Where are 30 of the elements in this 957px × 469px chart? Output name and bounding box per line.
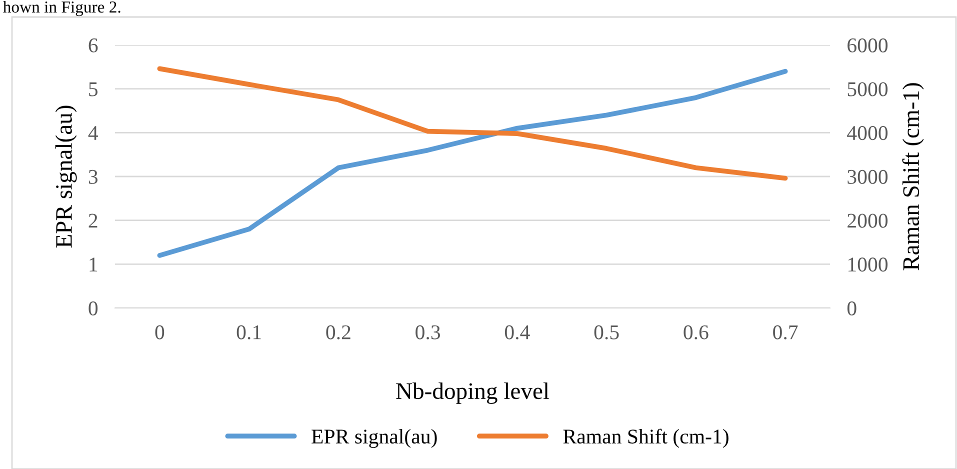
- y-tick-label: 3: [88, 170, 98, 184]
- x-axis-title: Nb-doping level: [396, 382, 550, 404]
- y-tick-label: 6: [88, 38, 98, 52]
- legend-label: EPR signal(au): [312, 428, 437, 448]
- y-axis-title: EPR signal(au): [55, 106, 77, 248]
- y2-tick-label: 1000: [848, 258, 888, 272]
- y-tick-label: 1: [90, 258, 98, 272]
- y2-tick-label: 4000: [847, 126, 888, 140]
- legend-label: Raman Shift (cm-1): [563, 428, 728, 448]
- y2-tick-label: 3000: [848, 170, 888, 184]
- text: hown in Figure 2.: [3, 0, 120, 16]
- y-tick-label: 4: [88, 126, 98, 140]
- line-series: [157, 68, 788, 258]
- y-tick-label: 0: [88, 301, 98, 316]
- y2-tick-label: 0: [847, 301, 856, 316]
- x-tick-label: 0.4: [504, 325, 530, 340]
- y-tick-label: 2: [88, 214, 98, 228]
- line-series: [157, 66, 788, 181]
- x-tick-label: 0: [155, 325, 164, 340]
- x-tick-label: 0.5: [594, 325, 619, 340]
- x-tick-label: 0.2: [326, 325, 350, 340]
- x-tick-label: 0.7: [773, 325, 798, 340]
- x-tick-label: 0.6: [684, 325, 708, 340]
- y2-tick-label: 5000: [848, 82, 888, 96]
- y2-axis-title: Raman Shift (cm-1): [902, 83, 924, 270]
- x-tick-label: 0.1: [236, 325, 261, 340]
- y2-tick-label: 2000: [848, 214, 888, 228]
- y2-tick-label: 6000: [848, 38, 888, 52]
- y-tick-label: 5: [89, 82, 98, 96]
- x-tick-label: 0.3: [416, 325, 440, 340]
